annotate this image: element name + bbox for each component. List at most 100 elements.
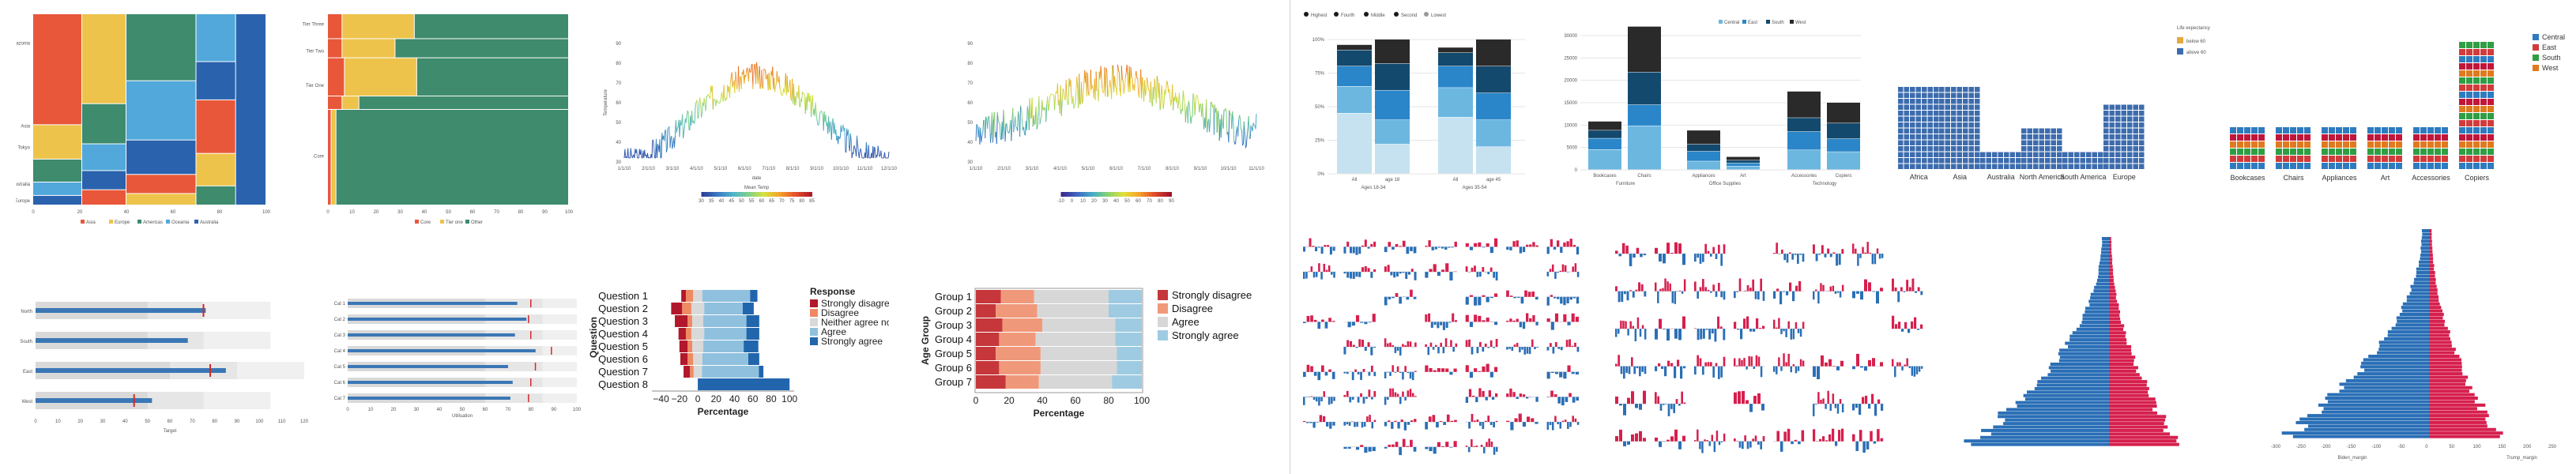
line-segment (993, 111, 996, 137)
mini-bar (1368, 371, 1371, 376)
mini-bar (1303, 371, 1306, 378)
likert-segment (692, 315, 704, 327)
line-segment (687, 110, 689, 112)
pyramid-bar-left (2410, 284, 2430, 288)
x-tick-label: 70 (506, 408, 511, 412)
waffle-cell (2329, 134, 2335, 141)
waffle-cell (2092, 152, 2097, 157)
waffle-cell (2473, 49, 2480, 55)
y-tick-label: 30 (616, 160, 621, 165)
mini-bar (1697, 254, 1699, 258)
mini-bar (1629, 254, 1633, 266)
legend-swatch (1719, 20, 1723, 24)
waffle-cell (2336, 149, 2342, 155)
pyramid-bar-left (2096, 282, 2109, 286)
mini-bar (1898, 322, 1901, 329)
waffle-cell (1915, 111, 1921, 116)
stacked-bar-segment (1337, 86, 1372, 113)
mosaic-cell (328, 58, 345, 96)
pyramid-bar-right (2429, 403, 2486, 407)
waffle-cell (2480, 42, 2487, 48)
x-tick-label: 110 (278, 419, 286, 424)
line-segment (1154, 78, 1156, 92)
x-tick-label: Bookcases (1593, 174, 1616, 179)
mini-bar (1657, 291, 1659, 303)
waffle-cell (2086, 152, 2092, 157)
pyramid-bar-left (2416, 271, 2430, 275)
pyramid-bar-left (2299, 417, 2430, 421)
waffle-cell (1968, 134, 1974, 140)
legend-swatch (137, 220, 141, 224)
x-tick-label: 0 (2425, 445, 2428, 450)
line-segment (992, 119, 994, 143)
mini-bar (1677, 359, 1680, 367)
x-tick-label: 40 (422, 210, 427, 215)
waffle-cell (2487, 85, 2494, 91)
waffle-cell (1945, 146, 1950, 152)
mini-bar (1414, 272, 1417, 280)
waffle-cell (2304, 156, 2310, 162)
waffle-cell (1934, 87, 1939, 92)
mini-bar (1841, 404, 1844, 412)
mini-bar (1832, 285, 1835, 292)
waffle-cell (2033, 146, 2039, 152)
legend-swatch (810, 309, 818, 317)
waffle-cell (1956, 128, 1962, 134)
pyramid-bar-left (2323, 407, 2430, 411)
mini-bar (1567, 422, 1569, 429)
mini-bar (1370, 272, 1373, 278)
waffle-cell (2057, 134, 2062, 140)
waffle-cell (1986, 164, 1991, 169)
pyramid-bar-left (1993, 425, 2109, 429)
pyramid-bar-left (2069, 338, 2109, 342)
mini-bar (1832, 393, 1835, 404)
mini-bar (1852, 434, 1855, 442)
legend-title: Life expectancy (2177, 26, 2210, 31)
pyramid-bar-left (2413, 281, 2430, 285)
likert-segment (1040, 361, 1117, 374)
colorbar-tick: 0 (1071, 199, 1074, 204)
mini-bar (1655, 282, 1657, 292)
mini-bar (1474, 420, 1476, 423)
line-segment (1241, 143, 1244, 146)
waffle-cell (2276, 163, 2282, 169)
waffle-cell (1934, 99, 1939, 104)
mini-bar (1670, 363, 1674, 367)
pyramid-bar-right (2429, 397, 2478, 401)
waffle-cell (1927, 158, 1933, 164)
mini-bar (1821, 355, 1824, 367)
waffle-cell (1934, 104, 1939, 110)
mini-bar (1531, 292, 1535, 297)
line-segment (717, 101, 720, 103)
waffle-cell (2473, 149, 2480, 155)
mini-bar (1328, 265, 1331, 273)
line-segment (1039, 118, 1041, 125)
mini-bar (1682, 435, 1685, 442)
colorbar-step (1166, 192, 1169, 197)
waffle-cell (2121, 152, 2126, 157)
waffle-cell (1992, 158, 1998, 164)
mini-bar (1332, 422, 1335, 426)
mini-bar (1815, 289, 1817, 292)
mini-bar (1303, 397, 1305, 405)
colorbar-step (721, 192, 724, 197)
line-segment (1235, 130, 1237, 145)
bullet-target (551, 347, 552, 355)
mini-bar (1327, 245, 1330, 247)
mini-bar (1511, 347, 1514, 352)
legend-label: Middle (1371, 13, 1385, 18)
pyramid-bar-left (2096, 279, 2109, 283)
mini-bar (1787, 428, 1791, 442)
pyramid-bar-right (2109, 422, 2164, 426)
mini-bar (1486, 363, 1489, 372)
waffle-cell (1939, 128, 1945, 134)
mini-bar (1644, 291, 1647, 297)
line-segment (687, 111, 690, 130)
mini-bar (1362, 397, 1365, 404)
line-segment (1197, 98, 1199, 104)
waffle-cell (2127, 152, 2133, 157)
x-axis-label: Biden_margin (2337, 456, 2367, 461)
mini-bar (1322, 416, 1326, 423)
line-segment (1241, 130, 1243, 146)
mini-bar (1367, 268, 1370, 273)
